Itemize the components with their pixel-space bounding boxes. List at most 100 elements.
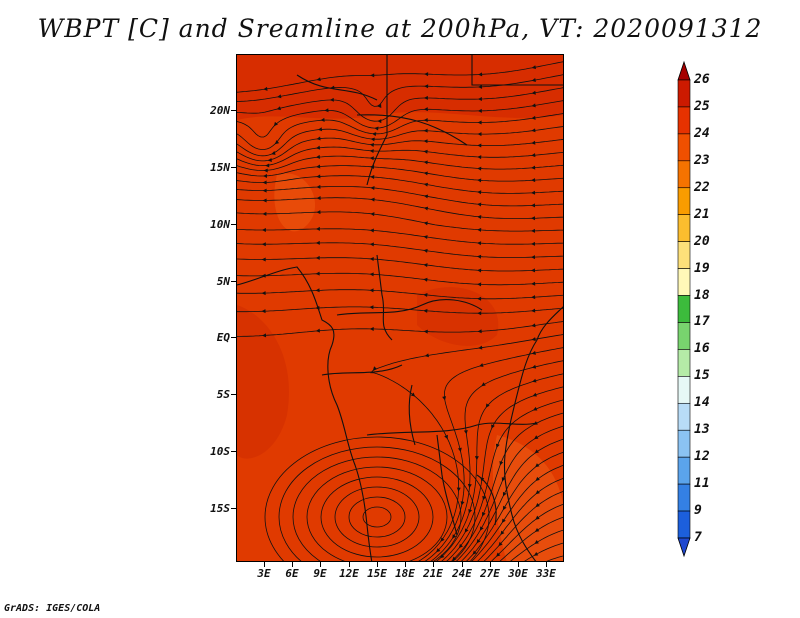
streamline-arrow xyxy=(369,288,374,293)
streamline-arrow xyxy=(369,272,374,277)
streamline-arrow xyxy=(532,392,537,397)
streamline-arrow xyxy=(535,476,540,481)
colorbar-label: 19 xyxy=(694,260,710,276)
streamline-arrow xyxy=(377,103,382,108)
streamline-arrow xyxy=(370,212,375,217)
streamline-arrow xyxy=(485,403,490,408)
streamline-arrow xyxy=(482,495,487,501)
streamline-arrow xyxy=(265,163,270,168)
streamline xyxy=(466,451,563,561)
streamline-arrow xyxy=(369,326,374,331)
streamline-arrow xyxy=(423,277,428,282)
streamline xyxy=(237,306,563,314)
lon-tick xyxy=(405,562,406,567)
streamline-arrow xyxy=(531,228,536,233)
streamline-arrow xyxy=(531,337,536,342)
streamline-arrow xyxy=(316,210,321,215)
streamline-arrow xyxy=(501,477,506,482)
streamline xyxy=(524,542,563,561)
streamline-arrow xyxy=(532,378,537,383)
streamline-arrow xyxy=(262,180,267,185)
streamline-arrow xyxy=(261,309,266,314)
colorbar-swatch xyxy=(677,241,691,269)
streamline-arrow xyxy=(531,350,536,355)
colorbar-label: 23 xyxy=(694,152,710,168)
streamline-arrow xyxy=(423,171,428,176)
field-shade-patch xyxy=(237,305,289,459)
lon-label: 33E xyxy=(536,567,556,580)
field-shade-north xyxy=(237,55,563,120)
streamline-arrow xyxy=(531,364,537,369)
colorbar-swatch xyxy=(677,160,691,189)
colorbar: 26 25 24 23 22 21 20 19 18 17 16 15 14 13 12 11 9 7 xyxy=(674,60,722,560)
colorbar-label: 12 xyxy=(694,449,710,465)
streamline-arrow xyxy=(261,291,266,296)
streamline-arrow xyxy=(444,434,448,440)
lat-tick xyxy=(231,508,236,509)
streamline-arrow xyxy=(440,554,445,559)
lon-label: 12E xyxy=(339,567,359,580)
streamline-arrow xyxy=(377,119,382,124)
streamline-arrow xyxy=(315,154,321,159)
streamline xyxy=(483,491,563,561)
colorbar-swatch xyxy=(677,402,691,431)
streamline-arrow xyxy=(324,108,329,113)
streamline-arrow xyxy=(531,241,536,246)
streamline-arrow xyxy=(477,190,482,195)
streamline-arrow xyxy=(410,392,416,397)
streamline-arrow xyxy=(532,406,538,411)
streamline-arrow xyxy=(370,174,375,179)
lon-tick xyxy=(433,562,434,567)
streamline-arrow xyxy=(423,149,428,154)
streamline-arrow xyxy=(531,153,536,158)
streamline-arrow xyxy=(423,329,428,334)
streamline-arrow xyxy=(467,483,472,489)
colorbar-swatches xyxy=(677,60,691,558)
streamline-arrow xyxy=(477,282,482,287)
colorbar-swatch xyxy=(677,187,691,216)
streamline-arrow xyxy=(329,97,334,102)
lon-tick xyxy=(264,562,265,567)
lon-label: 18E xyxy=(395,567,415,580)
streamline-arrow xyxy=(423,293,428,297)
streamline xyxy=(237,113,563,150)
streamline-arrow xyxy=(479,526,484,531)
streamline xyxy=(456,425,563,561)
streamline-arrow xyxy=(477,108,482,113)
streamline-arrow xyxy=(531,78,536,82)
streamline-arrow xyxy=(423,128,428,133)
streamline-arrow xyxy=(315,145,321,150)
colorbar-bottom-arrow xyxy=(677,537,691,558)
colorbar-swatch xyxy=(677,214,691,242)
streamline-arrow xyxy=(477,254,482,259)
lon-tick xyxy=(462,562,463,567)
colorbar-label: 26 xyxy=(694,72,710,87)
streamline-arrow xyxy=(531,323,536,328)
streamline-arrow xyxy=(424,72,429,77)
streamline-arrow xyxy=(440,537,445,542)
streamline-arrow xyxy=(370,197,375,202)
streamline-arrow xyxy=(531,203,536,208)
streamline-arrow xyxy=(531,190,536,195)
streamline-arrow xyxy=(531,165,536,170)
streamline-arrow xyxy=(315,271,320,276)
streamline-arrow xyxy=(262,188,267,193)
streamline xyxy=(237,321,563,337)
colorbar-swatch xyxy=(677,349,691,377)
colorbar-label: 15 xyxy=(694,368,710,384)
field-shade-patch xyxy=(492,435,563,561)
streamline-arrow xyxy=(477,311,482,316)
streamline-arrow xyxy=(436,548,441,553)
streamline xyxy=(441,386,563,561)
streamline-arrow xyxy=(479,363,484,367)
lat-tick xyxy=(231,451,236,452)
colorbar-swatch xyxy=(677,376,691,404)
streamline-arrow xyxy=(423,118,428,123)
streamline xyxy=(237,100,563,138)
colorbar-label: 11 xyxy=(694,476,710,492)
streamline-arrow xyxy=(267,158,272,163)
vortex-streamline xyxy=(320,476,434,558)
colorbar-swatch xyxy=(677,79,691,108)
lon-label: 30E xyxy=(508,567,528,580)
streamline xyxy=(436,373,563,561)
